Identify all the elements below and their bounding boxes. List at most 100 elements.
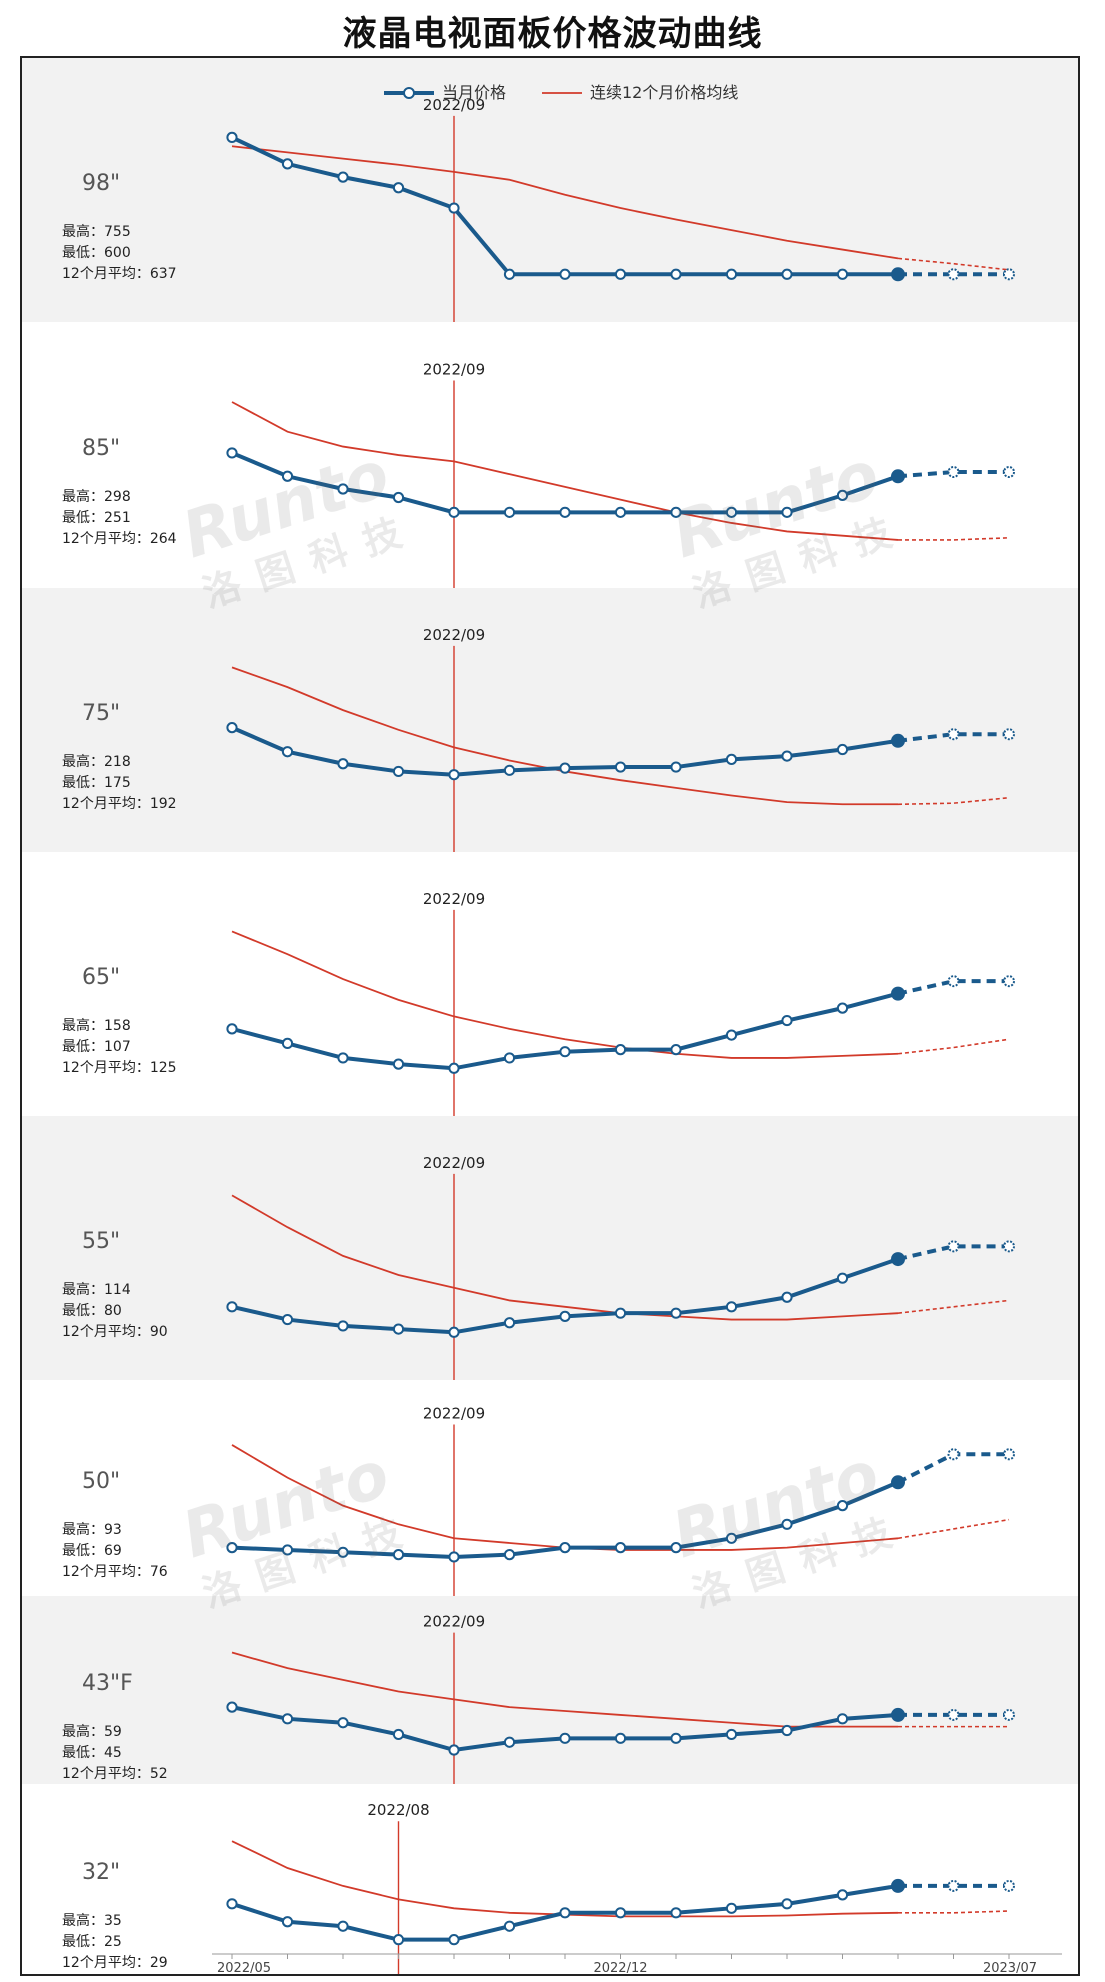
current-point	[891, 1252, 905, 1267]
data-point	[392, 765, 405, 778]
forecast-point	[947, 268, 960, 281]
data-point	[781, 506, 793, 518]
average-forecast-line	[898, 1910, 1010, 1914]
data-point	[781, 1014, 793, 1027]
stat-avg12: 12个月平均：264	[62, 531, 177, 547]
data-point	[836, 743, 849, 756]
panel-size-label: 98"	[82, 171, 120, 196]
data-point	[226, 1542, 238, 1554]
data-point	[226, 1701, 238, 1713]
data-point	[448, 1744, 460, 1756]
average-forecast-line	[897, 1299, 1010, 1314]
forecast-point	[1003, 1240, 1015, 1253]
stat-low: 最低：45	[62, 1745, 122, 1761]
data-point	[392, 1323, 405, 1335]
stat-high: 最高：59	[62, 1723, 122, 1740]
stat-low: 最低：69	[62, 1543, 122, 1559]
data-point	[281, 1544, 294, 1556]
data-point	[559, 1542, 571, 1554]
data-point	[725, 1532, 738, 1544]
data-point	[725, 753, 738, 765]
data-point	[226, 1301, 238, 1313]
forecast-point	[947, 1448, 960, 1461]
data-point	[614, 761, 627, 773]
data-point	[337, 1320, 349, 1332]
data-point	[392, 1934, 405, 1946]
current-point	[891, 469, 905, 484]
forecast-point	[947, 1879, 960, 1892]
data-point	[281, 1313, 294, 1326]
data-point	[670, 268, 682, 280]
current-forecast-line	[897, 470, 1009, 479]
data-point	[448, 1326, 460, 1338]
data-point	[337, 1920, 349, 1932]
data-point	[226, 447, 238, 459]
data-point	[281, 158, 294, 170]
data-point	[725, 1029, 738, 1041]
stat-avg12: 12个月平均：90	[62, 1324, 168, 1340]
data-point	[503, 1317, 516, 1329]
average-series-line	[231, 401, 899, 541]
current-point	[891, 733, 905, 748]
average-forecast-line	[897, 1038, 1010, 1055]
data-point	[670, 1044, 682, 1056]
data-point	[836, 1500, 849, 1512]
data-point	[337, 1717, 349, 1729]
stat-avg12: 12个月平均：52	[62, 1766, 168, 1782]
data-point	[614, 1907, 627, 1919]
chart-frame: 98" 最高：755 最低：600 12个月平均：637 2022/09 85" 最高：29…	[20, 56, 1080, 1976]
stat-low: 最低：175	[62, 775, 131, 791]
data-point	[670, 761, 682, 773]
data-point	[503, 764, 516, 776]
data-point	[614, 1732, 627, 1744]
data-point	[226, 131, 238, 143]
average-forecast-line	[897, 1518, 1010, 1540]
stat-low: 最低：251	[62, 510, 131, 526]
panel-size-label: 55"	[82, 1229, 120, 1254]
panel-size-label: 43"F	[82, 1671, 133, 1696]
forecast-point	[1003, 466, 1015, 479]
marker-label: 2022/09	[423, 96, 485, 114]
average-series-line	[231, 930, 899, 1059]
current-forecast-line	[897, 1244, 1009, 1262]
stat-avg12: 12个月平均：29	[62, 1955, 168, 1971]
data-point	[448, 769, 460, 781]
legend-current-marker	[403, 87, 415, 99]
current-point	[891, 1707, 905, 1722]
data-point	[836, 489, 849, 501]
forecast-point	[947, 1708, 960, 1721]
data-point	[836, 1272, 849, 1284]
stat-low: 最低：80	[62, 1303, 122, 1319]
panel-band	[22, 1596, 1078, 1784]
data-point	[392, 1728, 405, 1741]
data-point	[559, 762, 571, 774]
panel-band	[22, 588, 1078, 852]
panel-size-label: 65"	[82, 965, 120, 990]
stat-low: 最低：600	[62, 245, 131, 261]
average-series-line	[231, 145, 899, 260]
x-tick-label: 2022/12	[593, 1961, 647, 1974]
forecast-point	[1003, 728, 1015, 741]
x-tick-label: 2022/05	[217, 1961, 271, 1974]
data-point	[281, 1037, 294, 1049]
data-point	[725, 506, 738, 518]
data-point	[448, 1934, 460, 1946]
data-point	[226, 722, 238, 734]
data-point	[559, 506, 571, 518]
stat-high: 最高：114	[62, 1281, 131, 1298]
data-point	[226, 1898, 238, 1910]
data-point	[559, 268, 571, 280]
data-point	[725, 1728, 738, 1741]
data-point	[614, 506, 627, 518]
forecast-point	[1003, 1708, 1015, 1721]
data-point	[559, 1310, 571, 1322]
current-point	[891, 986, 905, 1001]
panel-band	[22, 1116, 1078, 1380]
data-point	[781, 1724, 793, 1737]
stat-high: 最高：93	[62, 1521, 122, 1538]
marker-label: 2022/09	[423, 626, 485, 644]
x-tick-label: 2023/07	[983, 1961, 1037, 1974]
forecast-point	[947, 466, 960, 479]
current-forecast-line	[897, 732, 1009, 743]
